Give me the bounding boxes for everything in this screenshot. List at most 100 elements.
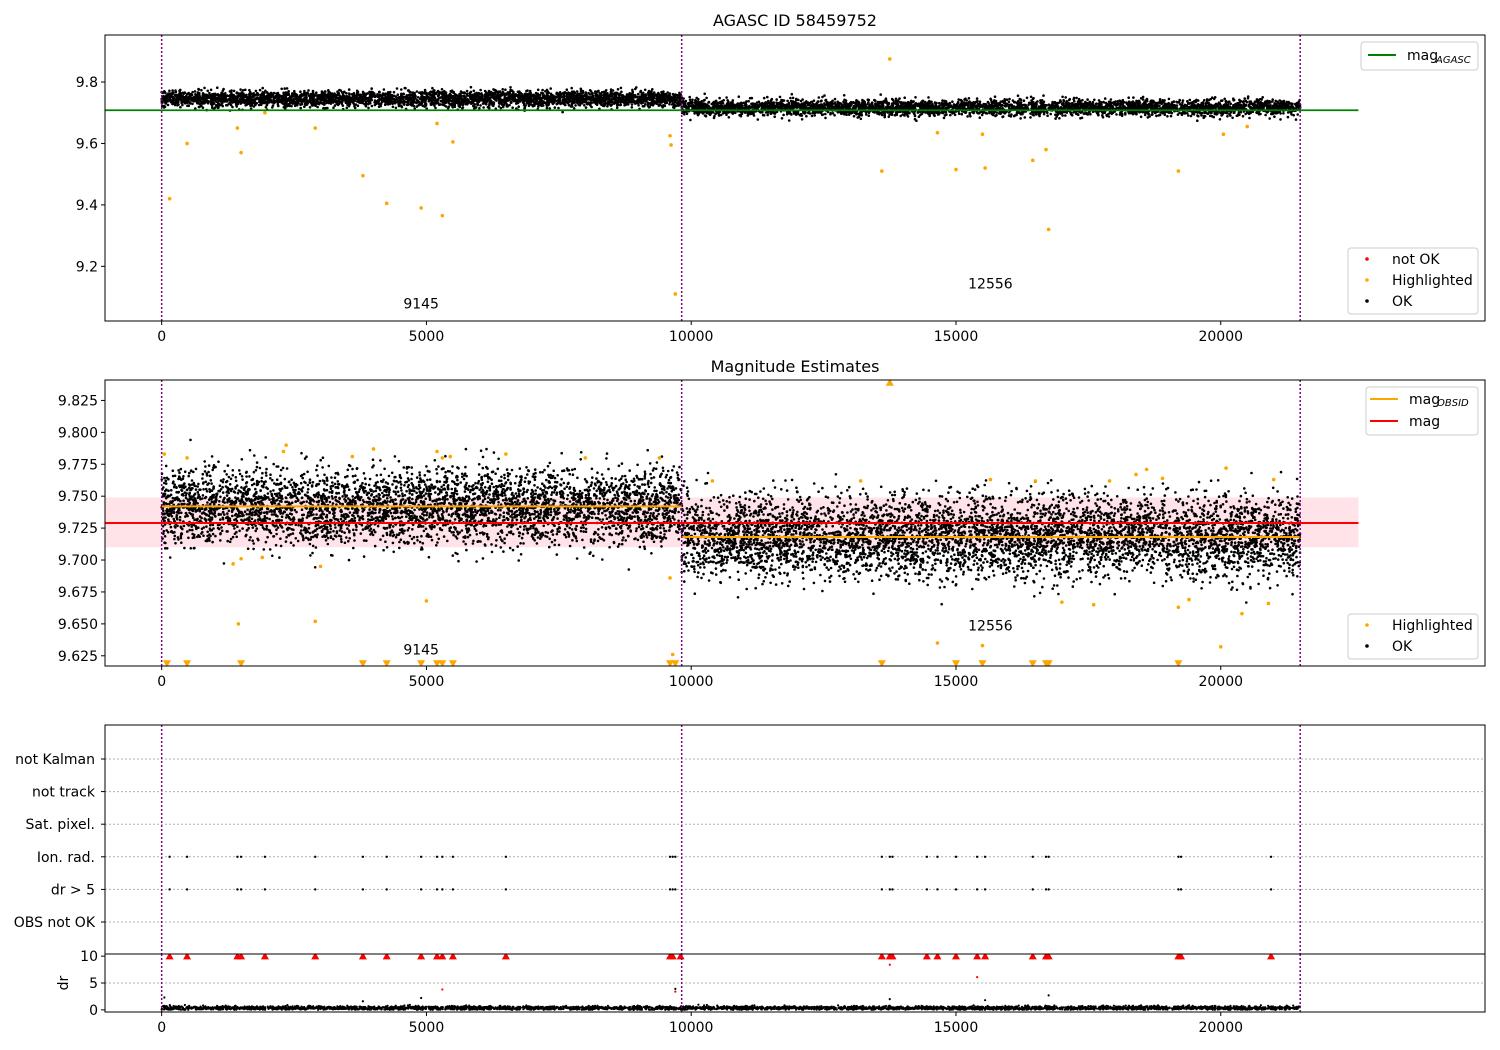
ok-point bbox=[439, 103, 442, 106]
ok-point bbox=[341, 91, 345, 95]
ok-point bbox=[965, 99, 968, 102]
ok-point bbox=[533, 104, 536, 107]
ok-point bbox=[782, 113, 785, 117]
ok-point bbox=[546, 99, 549, 102]
ok-point bbox=[786, 99, 789, 103]
ok-point bbox=[421, 91, 425, 95]
ok-point bbox=[162, 106, 166, 109]
ok-point bbox=[320, 98, 323, 101]
ok-point bbox=[441, 96, 445, 100]
ok-point bbox=[1166, 115, 1169, 118]
ok-point bbox=[647, 91, 650, 94]
ok-point bbox=[1158, 104, 1161, 108]
ok-point bbox=[540, 104, 543, 108]
ok-point bbox=[221, 89, 225, 92]
ok-point bbox=[293, 104, 297, 108]
ok-point bbox=[1023, 116, 1027, 119]
ok-point bbox=[386, 96, 389, 100]
ok-point bbox=[591, 92, 594, 95]
ok-point bbox=[635, 95, 639, 99]
ok-point bbox=[630, 98, 633, 101]
ok-point bbox=[284, 101, 287, 105]
ok-point bbox=[293, 89, 296, 93]
ok-point bbox=[216, 86, 219, 89]
ok-point bbox=[367, 106, 370, 110]
ok-point bbox=[179, 88, 182, 92]
ok-point bbox=[556, 102, 559, 105]
ok-point bbox=[550, 97, 554, 101]
ok-point bbox=[614, 95, 618, 98]
ok-point bbox=[255, 101, 259, 105]
ok-point bbox=[497, 105, 501, 108]
ok-point bbox=[501, 88, 505, 91]
ok-point bbox=[346, 103, 349, 107]
ok-point bbox=[644, 95, 647, 99]
ok-point bbox=[239, 102, 242, 105]
ok-point bbox=[179, 105, 182, 109]
ok-point bbox=[549, 92, 553, 96]
ok-point bbox=[670, 99, 674, 103]
ok-point bbox=[667, 93, 671, 97]
ok-point bbox=[404, 100, 408, 104]
ok-point bbox=[257, 103, 261, 107]
ok-point bbox=[231, 98, 234, 101]
ok-point bbox=[603, 100, 606, 103]
ok-point bbox=[1243, 97, 1246, 100]
ok-point bbox=[527, 96, 531, 100]
ok-point bbox=[252, 105, 256, 108]
ok-point bbox=[272, 99, 276, 103]
ok-point bbox=[477, 94, 480, 97]
ok-point bbox=[712, 111, 715, 114]
ok-point bbox=[261, 94, 264, 98]
ok-point bbox=[414, 94, 417, 98]
ok-point bbox=[566, 101, 570, 105]
ok-point bbox=[469, 85, 473, 89]
ok-point bbox=[445, 95, 448, 99]
ok-point bbox=[415, 90, 419, 93]
ok-point bbox=[603, 95, 607, 99]
ok-point bbox=[204, 94, 207, 98]
ok-point bbox=[617, 98, 620, 101]
ok-point bbox=[619, 99, 623, 102]
ok-point bbox=[341, 104, 345, 107]
ok-point bbox=[676, 104, 679, 107]
ok-point bbox=[272, 91, 276, 95]
ok-point bbox=[232, 89, 236, 93]
ok-point bbox=[420, 94, 424, 98]
ok-point bbox=[308, 95, 312, 98]
ok-point bbox=[790, 92, 794, 96]
ok-point bbox=[366, 97, 369, 100]
ok-point bbox=[567, 94, 571, 98]
ok-point bbox=[200, 101, 204, 104]
ok-point bbox=[444, 91, 448, 94]
ok-point bbox=[478, 107, 481, 110]
ok-point bbox=[303, 89, 306, 93]
ok-point bbox=[1271, 98, 1274, 101]
ok-point bbox=[473, 105, 476, 109]
ok-point bbox=[824, 116, 827, 120]
ok-point bbox=[171, 89, 174, 92]
ok-point bbox=[1016, 94, 1020, 97]
ok-point bbox=[248, 88, 251, 92]
ok-point bbox=[241, 89, 245, 92]
ok-point bbox=[545, 106, 549, 110]
ok-point bbox=[191, 102, 194, 106]
ok-point bbox=[241, 97, 244, 100]
ok-point bbox=[641, 104, 645, 108]
ok-point bbox=[512, 97, 515, 100]
ok-point bbox=[312, 102, 316, 105]
ok-point bbox=[345, 92, 348, 95]
ok-point bbox=[468, 91, 472, 95]
ok-point bbox=[631, 100, 635, 103]
ok-point bbox=[380, 97, 384, 100]
ok-point bbox=[506, 97, 510, 101]
ok-point bbox=[231, 105, 234, 109]
ok-point bbox=[673, 95, 677, 98]
ok-point bbox=[347, 88, 351, 91]
ok-point bbox=[187, 99, 190, 102]
ok-point bbox=[265, 97, 269, 101]
ok-point bbox=[651, 88, 654, 91]
ok-point bbox=[461, 106, 465, 109]
ok-point bbox=[459, 90, 463, 93]
ok-point bbox=[539, 97, 543, 101]
